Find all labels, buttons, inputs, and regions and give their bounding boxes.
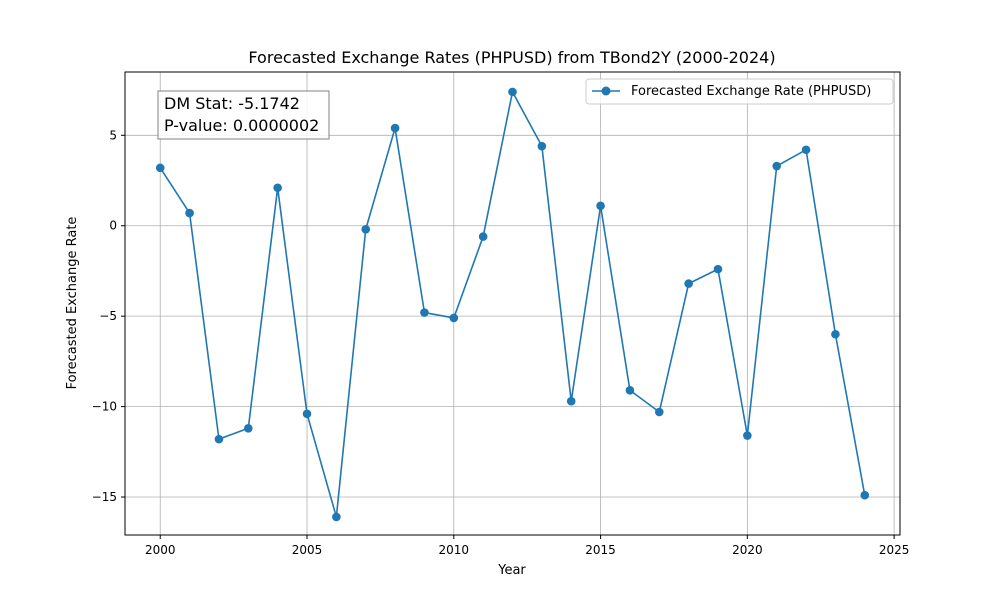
legend-entry-label: Forecasted Exchange Rate (PHPUSD) (631, 84, 871, 99)
data-point (684, 279, 693, 288)
y-tick-label: −5 (99, 309, 117, 323)
data-point (860, 490, 870, 500)
y-axis-label: Forecasted Exchange Rate (65, 217, 80, 390)
annotation-box (157, 90, 330, 140)
x-axis-label: Year (497, 563, 526, 578)
data-point (185, 208, 194, 218)
data-point (478, 232, 488, 241)
grid (125, 72, 900, 535)
x-axis: 2000 2005 2010 2015 2020 2025 (145, 535, 909, 557)
y-tick-label: 0 (109, 219, 117, 233)
plot-frame (124, 71, 901, 536)
legend-box (585, 78, 894, 105)
annotation-p-value: P-value: 0.0000002 (164, 116, 319, 135)
data-point (155, 163, 165, 173)
x-tick-label: 2025 (879, 543, 910, 557)
legend-marker-swatch (601, 86, 611, 96)
y-tick-label: −10 (92, 400, 117, 414)
data-point (243, 423, 253, 433)
dm-stat-annotation: DM Stat: -5.1742 P-value: 0.0000002 (157, 90, 330, 140)
data-point (654, 407, 664, 417)
series-layer (155, 87, 870, 522)
data-point (713, 264, 723, 274)
data-point (420, 308, 429, 317)
data-point (508, 87, 517, 97)
x-tick-label: 2020 (732, 543, 763, 557)
data-point (801, 145, 811, 155)
x-tick-label: 2010 (439, 543, 470, 557)
x-tick-label: 2000 (145, 543, 176, 557)
annotation-dm-stat: DM Stat: -5.1742 (164, 94, 300, 113)
data-point (625, 386, 635, 395)
chart-title: Forecasted Exchange Rates (PHPUSD) from … (248, 48, 775, 67)
data-point (332, 512, 341, 522)
data-point (361, 225, 371, 234)
x-tick-label: 2005 (292, 543, 323, 557)
data-point (831, 329, 840, 339)
y-tick-label: 5 (109, 128, 117, 142)
x-tick-label: 2015 (585, 543, 616, 557)
data-point (302, 409, 312, 419)
data-point (214, 434, 224, 444)
series-line (159, 91, 866, 518)
y-axis: −15 −10 −5 0 5 (92, 128, 125, 504)
data-point (596, 201, 605, 211)
legend: Forecasted Exchange Rate (PHPUSD) (585, 78, 894, 105)
data-point (390, 123, 400, 133)
data-point (743, 431, 752, 440)
data-point (449, 313, 459, 323)
data-point (772, 161, 782, 171)
y-tick-label: −15 (92, 490, 117, 504)
data-point (537, 141, 547, 151)
data-point (273, 183, 282, 193)
data-point (566, 396, 576, 406)
